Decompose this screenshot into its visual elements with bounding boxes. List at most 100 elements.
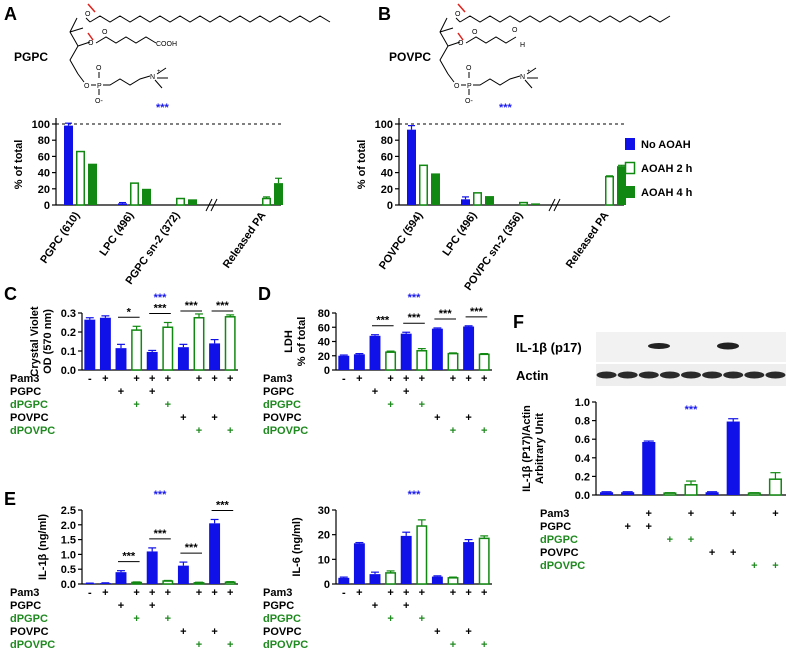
chart-c-treatment-mark: +	[211, 373, 217, 385]
chart-c-ytick-label: 0.3	[61, 308, 76, 320]
chart-e-treatment-mark: +	[211, 587, 217, 599]
chart-a-category-label: Released PA	[221, 210, 269, 271]
chart-e2-significance: ***	[408, 489, 422, 501]
chart-c-treatment-mark: +	[196, 425, 202, 437]
panel-letter-a: A	[4, 4, 17, 24]
chart-d-bar	[338, 355, 350, 370]
chart-b-ytick-label: 40	[381, 168, 393, 180]
chart-e-ytick-label: 1.5	[61, 535, 76, 547]
chart-c-treatment-mark: +	[149, 386, 155, 398]
chart-e2-bar	[385, 572, 397, 585]
chart-c-treatment-mark: +	[227, 373, 233, 385]
blot-actin-band	[744, 371, 765, 379]
chart-e2-ylabel: IL-6 (ng/ml)	[291, 517, 303, 577]
chart-c-bar	[209, 343, 221, 370]
chart-c-significance: ***	[154, 292, 168, 304]
chart-c-treatment-label-povpc: POVPC	[10, 412, 49, 424]
chart-c-bar	[115, 348, 127, 370]
chart-e2-treatment-mark: +	[481, 639, 487, 651]
blot-il1b-membrane	[596, 332, 786, 362]
chart-d-treatment-mark: +	[387, 399, 393, 411]
chart-f-ytick-label: 0.0	[575, 490, 590, 502]
chart-f-treatment-label-pgpc: PGPC	[540, 521, 571, 533]
chart-a-ytick-label: 60	[38, 151, 50, 163]
chart-d-bracket-label: ***	[376, 315, 390, 327]
pgpc-o3: O	[102, 29, 108, 36]
chart-c-treatment-label-pgpc: PGPC	[10, 386, 41, 398]
chart-f-treatment-mark: +	[772, 560, 778, 572]
chart-e-bar	[115, 572, 127, 584]
chart-e2-ytick-label: 20	[318, 530, 330, 542]
chart-e-treatment-label-dpgpc: dPGPC	[10, 613, 48, 625]
chart-e2-treatment-mark: +	[403, 600, 409, 612]
chart-f-bar	[768, 478, 782, 496]
legend-aoah-2h: AOAH 2 h	[641, 163, 693, 175]
chart-e2-treatment-mark: +	[481, 587, 487, 599]
chart-f-treatment-mark: +	[646, 508, 652, 520]
chart-f-ytick-label: 0.2	[575, 471, 590, 483]
chart-f-bar	[642, 441, 656, 495]
chart-d-ytick-label: 60	[318, 322, 330, 334]
chart-e-ylabel: IL-1β (ng/ml)	[37, 514, 49, 580]
chart-f-treatment-label-dpgpc: dPGPC	[540, 534, 578, 546]
chart-a-bar	[188, 199, 197, 205]
chart-c-treatment-mark: +	[165, 399, 171, 411]
chart-d-bracket-label: ***	[408, 312, 422, 324]
chart-c-bracket-label: ***	[216, 300, 230, 312]
chart-f-treatment-label-dpovpc: dPOVPC	[540, 560, 585, 572]
chart-b-significance: ***	[499, 102, 513, 114]
pgpc-cooh: COOH	[156, 41, 177, 48]
chart-f-bar	[600, 492, 614, 495]
chart-e-treatment-mark: +	[227, 587, 233, 599]
legend-swatch-aoah-2h	[624, 161, 636, 175]
legend-no-aoah: No AOAH	[641, 139, 691, 151]
chart-d-treatment-label-dpovpc: dPOVPC	[263, 425, 308, 437]
chart-a-ytick-label: 100	[32, 119, 50, 131]
pgpc-o4: O	[84, 83, 90, 90]
chart-e2-bar	[416, 525, 428, 585]
chart-c-treatment-mark: +	[149, 373, 155, 385]
pgpc-o2: O	[88, 40, 94, 47]
chart-e-bar	[146, 551, 158, 584]
chart-a-bar	[118, 203, 127, 205]
panel-letter-b: B	[378, 4, 391, 24]
chart-d-treatment-mark: +	[419, 373, 425, 385]
chart-b-ytick-label: 60	[381, 151, 393, 163]
chart-d-treatment-mark: +	[450, 373, 456, 385]
chart-f-ytick-label: 0.4	[575, 453, 591, 465]
chart-c-bar	[99, 317, 111, 370]
chart-a-bar	[76, 150, 85, 206]
chart-e-bar	[193, 582, 205, 585]
chart-b-bar	[419, 164, 428, 206]
chart-e2-treatment-mark: +	[387, 587, 393, 599]
chart-c-bracket-label: ***	[185, 300, 199, 312]
chart-e2-treatment-mark: +	[450, 639, 456, 651]
legend: No AOAH AOAH 2 h AOAH 4 h	[624, 138, 693, 199]
panel-letter-f: F	[513, 312, 524, 332]
pgpc-p: P	[97, 83, 102, 90]
chart-b-ytick-label: 20	[381, 184, 393, 196]
chart-b-ytick-label: 0	[387, 200, 393, 212]
chart-c-ylabel: Crystal Violet	[29, 306, 41, 376]
chart-d-ytick-label: 80	[318, 308, 330, 320]
chart-f-bar	[747, 492, 761, 496]
chart-f-treatment-mark: +	[646, 521, 652, 533]
chart-f-treatment-mark: +	[688, 508, 694, 520]
chart-e-ytick-label: 0.5	[61, 564, 76, 576]
povpc-h: H	[520, 42, 525, 49]
chart-d-bracket-label: ***	[470, 306, 484, 318]
chart-d-ytick-label: 40	[318, 337, 330, 349]
chart-d-treatment-mark: +	[434, 412, 440, 424]
chart-d-treatment-mark: +	[465, 412, 471, 424]
chart-f-treatment-mark: +	[624, 521, 630, 533]
chart-b-category-label: Released PA	[564, 210, 612, 271]
chart-d-treatment-label-pgpc: PGPC	[263, 386, 294, 398]
western-blot: IL-1β (p17) Actin	[516, 332, 786, 386]
povpc-o-minus: O-	[465, 98, 473, 105]
chart-b-ylabel: % of total	[356, 140, 368, 190]
chart-c-treatment-mark: +	[180, 412, 186, 424]
chart-e-treatment-mark: +	[102, 587, 108, 599]
chart-b-bar	[431, 173, 440, 205]
chart-e2-ytick-label: 10	[318, 554, 330, 566]
chart-c-treatment-mark: +	[102, 373, 108, 385]
